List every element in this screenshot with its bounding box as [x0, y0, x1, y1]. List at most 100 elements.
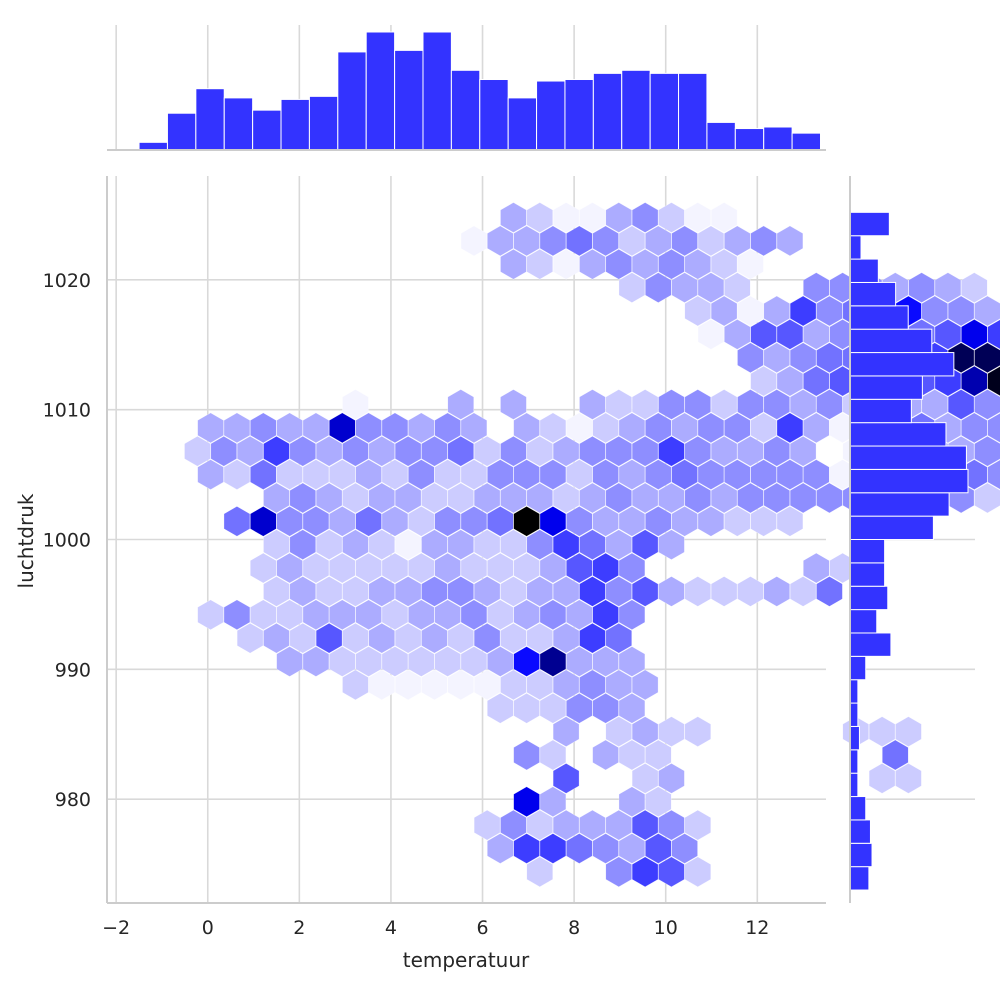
right-histogram-bar: [849, 796, 867, 821]
hexbin-cell: [342, 623, 369, 654]
hexbin-cell: [658, 389, 685, 420]
hexbin-cell: [539, 739, 567, 771]
hexbin-cell: [342, 436, 369, 467]
hexbin-cell: [803, 412, 830, 444]
hexbin-cell: [394, 623, 422, 654]
hexbin-cell: [276, 506, 303, 537]
hexbin-cell: [658, 482, 685, 514]
hexbin-cell: [631, 856, 659, 887]
hexbin-cell: [539, 693, 567, 724]
hexbin-cell: [289, 576, 316, 607]
x-tick-label: 12: [745, 917, 769, 939]
hexbin-cell: [724, 412, 751, 444]
hexbin-cell: [487, 693, 514, 724]
hexbin-cell: [605, 576, 632, 607]
hexbin-cell: [566, 412, 593, 444]
hexbin-cell: [776, 459, 804, 490]
hexbin-cell: [724, 459, 751, 490]
hexbin-cell: [618, 786, 646, 817]
hexbin-cell: [816, 342, 843, 373]
hexbin-cell: [276, 412, 303, 444]
hexbin-cell: [947, 389, 975, 420]
hexbin-cell: [460, 459, 488, 490]
hexbin-cell: [421, 529, 448, 560]
hexbin-cell: [302, 599, 330, 630]
hexbin-cell: [447, 389, 474, 420]
hexbin-cell: [592, 739, 619, 771]
hexbin-cell: [789, 436, 817, 467]
top-histogram-bar: [195, 88, 225, 151]
right-histogram-bar: [849, 515, 934, 540]
hexbin-cell: [355, 459, 382, 490]
hexbin-cell: [605, 716, 632, 747]
hexbin-cell: [816, 389, 843, 420]
hexbin-cell: [671, 225, 698, 257]
hexbin-cell: [947, 295, 975, 327]
hexbin-cell: [473, 436, 501, 467]
hexbin-cell: [473, 809, 501, 841]
hexbin-cell: [487, 646, 514, 677]
hexbin-cell: [737, 295, 764, 327]
right-histogram-bar: [849, 328, 933, 354]
hexbin-cell: [302, 552, 330, 584]
hexbin-cell: [434, 599, 461, 630]
hexbin-cell: [197, 412, 224, 444]
hexbin-cell: [289, 529, 316, 560]
hexbin-cell: [329, 412, 356, 444]
hexbin-cell: [421, 669, 448, 701]
hexbin-cell: [737, 389, 764, 420]
hexbin-cell: [500, 809, 527, 841]
hexbin-cell: [566, 552, 593, 584]
hexbin-cell: [302, 506, 330, 537]
hexbin-cell: [381, 459, 409, 490]
hexbin-cell: [263, 529, 290, 560]
hexbin-cell: [631, 669, 659, 701]
hexbin-cell: [276, 459, 303, 490]
hexbin-cell: [302, 459, 330, 490]
hexbin-cell: [710, 389, 738, 420]
hexbin-cell: [421, 623, 448, 654]
hexbin-cell: [750, 459, 777, 490]
hexbin-cell: [250, 599, 277, 630]
hexbin-cell: [513, 833, 540, 864]
hexbin-cell: [631, 763, 659, 794]
right-histogram-bar: [849, 819, 871, 844]
hexbin-cell: [368, 669, 395, 701]
hexbin-cell: [684, 809, 711, 841]
hexbin-cell: [645, 506, 672, 537]
hexbin-cell: [552, 669, 580, 701]
x-axis-ticks: −2 0 2 4 6 8 10 12: [102, 917, 769, 939]
hexbin-cell: [329, 506, 356, 537]
hexbin-cell: [631, 389, 659, 420]
hexbin-cell: [776, 412, 804, 444]
hexbin-cell: [697, 412, 725, 444]
right-histogram-bar: [849, 492, 950, 517]
top-histogram-bar: [422, 31, 452, 151]
hexbin-cell: [618, 459, 646, 490]
hexbin-cell: [210, 436, 237, 467]
hexbin-cell: [605, 623, 632, 654]
hexbin-cell: [500, 669, 527, 701]
hexbin-cell: [987, 366, 1000, 396]
hexbin-cell: [342, 482, 369, 514]
hexbin-cell: [250, 459, 277, 490]
hexbin-cell: [355, 599, 382, 630]
hexbin-cell: [539, 552, 567, 584]
hexbin-cell: [526, 202, 553, 233]
hexbin-cell: [671, 833, 698, 864]
x-tick-label: 8: [568, 917, 580, 939]
top-histogram-bar: [621, 69, 651, 151]
hexbin-cell: [763, 342, 790, 373]
hexbin-cell: [789, 576, 817, 607]
hexbin-cell: [710, 482, 738, 514]
hexbin-cell: [460, 552, 488, 584]
hexbin-cell: [447, 529, 474, 560]
hexbin-cell: [579, 529, 606, 560]
hexbin-cell: [513, 646, 540, 677]
hexbin-cell: [750, 412, 777, 444]
hexbin-cell: [592, 459, 619, 490]
right-histogram-bar: [849, 305, 909, 330]
hexbin-cell: [473, 669, 501, 701]
hexbin-cell: [276, 599, 303, 630]
hexbin-cell: [500, 482, 527, 514]
